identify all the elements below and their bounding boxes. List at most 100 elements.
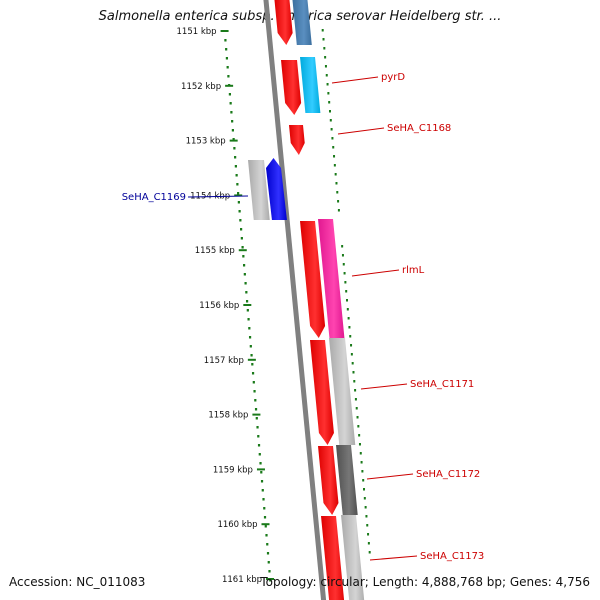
- ruler-dot: [259, 462, 262, 465]
- ruler-dot: [269, 579, 272, 582]
- track-dot: [345, 290, 348, 293]
- ruler-dot: [257, 435, 260, 438]
- track-dot: [323, 47, 326, 50]
- ruler-dot: [261, 489, 264, 492]
- ruler-tick-label: 1160 kbp: [217, 520, 257, 530]
- gene-track: [248, 0, 365, 600]
- ruler-dot: [232, 138, 235, 141]
- ruler-dot: [242, 264, 246, 267]
- track-dot: [342, 263, 345, 266]
- track-dot: [331, 137, 334, 140]
- ruler-dot: [234, 165, 237, 168]
- gene-cds-bar: [310, 340, 334, 445]
- ruler-dot: [225, 57, 229, 60]
- track-dot: [326, 83, 329, 86]
- track-dot: [358, 434, 361, 437]
- ruler-dot: [242, 255, 245, 258]
- gene-label-leader: [360, 383, 408, 390]
- ruler-dot: [248, 327, 251, 330]
- track-dot: [356, 416, 359, 419]
- track-dot: [341, 245, 344, 248]
- ruler-tick-label: 1158 kbp: [208, 411, 248, 421]
- gene-label-leader: [337, 127, 385, 135]
- ruler-dot: [229, 102, 232, 105]
- track-dot: [344, 281, 347, 284]
- track-dot: [333, 164, 336, 167]
- ruler-dot: [237, 192, 240, 195]
- gene-cds-bar: [321, 516, 345, 600]
- ruler-tick-label: 1159 kbp: [213, 465, 253, 475]
- ruler-dot: [231, 120, 234, 123]
- gene-cds-bar: [300, 221, 326, 338]
- gene-label: SeHA_C1173: [420, 551, 484, 562]
- track-dot: [325, 74, 328, 77]
- ruler-tick-label: 1151 kbp: [177, 27, 217, 37]
- gene-bar: [341, 515, 365, 600]
- ruler-dot: [244, 282, 247, 285]
- track-dot: [324, 56, 327, 59]
- gene-bar: [248, 160, 270, 220]
- gene-label: SeHA_C1171: [410, 379, 474, 390]
- ruler-dot: [241, 246, 244, 249]
- ruler-dot: [248, 336, 252, 339]
- track-dot: [364, 506, 367, 509]
- genome-backbone: [263, 0, 327, 600]
- track-dot: [350, 353, 353, 356]
- gene-bar: [329, 338, 356, 445]
- track-dot: [328, 110, 331, 113]
- track-dot: [343, 272, 346, 275]
- ruler-tick-label: 1155 kbp: [195, 246, 235, 256]
- track-dot: [357, 425, 360, 428]
- gene-bar: [336, 445, 358, 515]
- track-dot: [327, 92, 330, 95]
- track-dot: [346, 299, 348, 302]
- ruler-dot: [239, 219, 242, 222]
- ruler-dot: [260, 471, 263, 474]
- ruler-dot: [266, 543, 269, 546]
- ruler-tick-label: 1157 kbp: [204, 356, 244, 366]
- track-dot: [341, 254, 344, 257]
- gene-label-leader: [187, 195, 249, 198]
- backbone-line: [263, 0, 327, 600]
- ruler-dot: [233, 147, 236, 150]
- track-dot: [359, 452, 362, 455]
- ruler-dot: [234, 156, 237, 159]
- ruler-dotted-line: [224, 29, 371, 582]
- gene-cds-bar: [274, 0, 293, 45]
- track-dot: [355, 407, 358, 410]
- track-dot: [346, 308, 349, 311]
- track-dot: [354, 398, 357, 401]
- track-dot: [362, 479, 365, 482]
- ruler-dot: [240, 237, 243, 240]
- gene-bar: [292, 0, 312, 45]
- track-dot: [363, 488, 366, 491]
- ruler-dot: [247, 318, 250, 321]
- gene-label-leader: [369, 555, 418, 561]
- track-dot: [349, 335, 352, 338]
- gene-bar: [318, 219, 345, 338]
- track-dot: [332, 146, 335, 149]
- ruler-tick-label: 1153 kbp: [186, 137, 226, 147]
- topology-summary: Topology: circular; Length: 4,888,768 bp…: [260, 575, 590, 589]
- gene-label: SeHA_C1169: [122, 192, 186, 203]
- ruler-dot: [264, 525, 267, 528]
- ruler-dot: [266, 552, 270, 555]
- ruler-dot: [262, 498, 265, 501]
- gene-bar: [300, 57, 321, 113]
- gene-label-leader: [331, 76, 379, 84]
- ruler-dot: [260, 480, 264, 483]
- track-dot: [353, 380, 356, 383]
- gene-cds-bar: [281, 60, 302, 115]
- gene-cds-bar: [318, 446, 339, 515]
- track-dot: [334, 173, 337, 176]
- track-dot: [351, 362, 354, 365]
- track-dot: [360, 461, 363, 464]
- ruler-dot: [226, 66, 229, 69]
- track-dot: [336, 191, 339, 194]
- ruler-dot: [245, 291, 248, 294]
- track-dot: [335, 182, 338, 185]
- ruler-dot: [235, 174, 238, 177]
- ruler-dot: [255, 417, 258, 420]
